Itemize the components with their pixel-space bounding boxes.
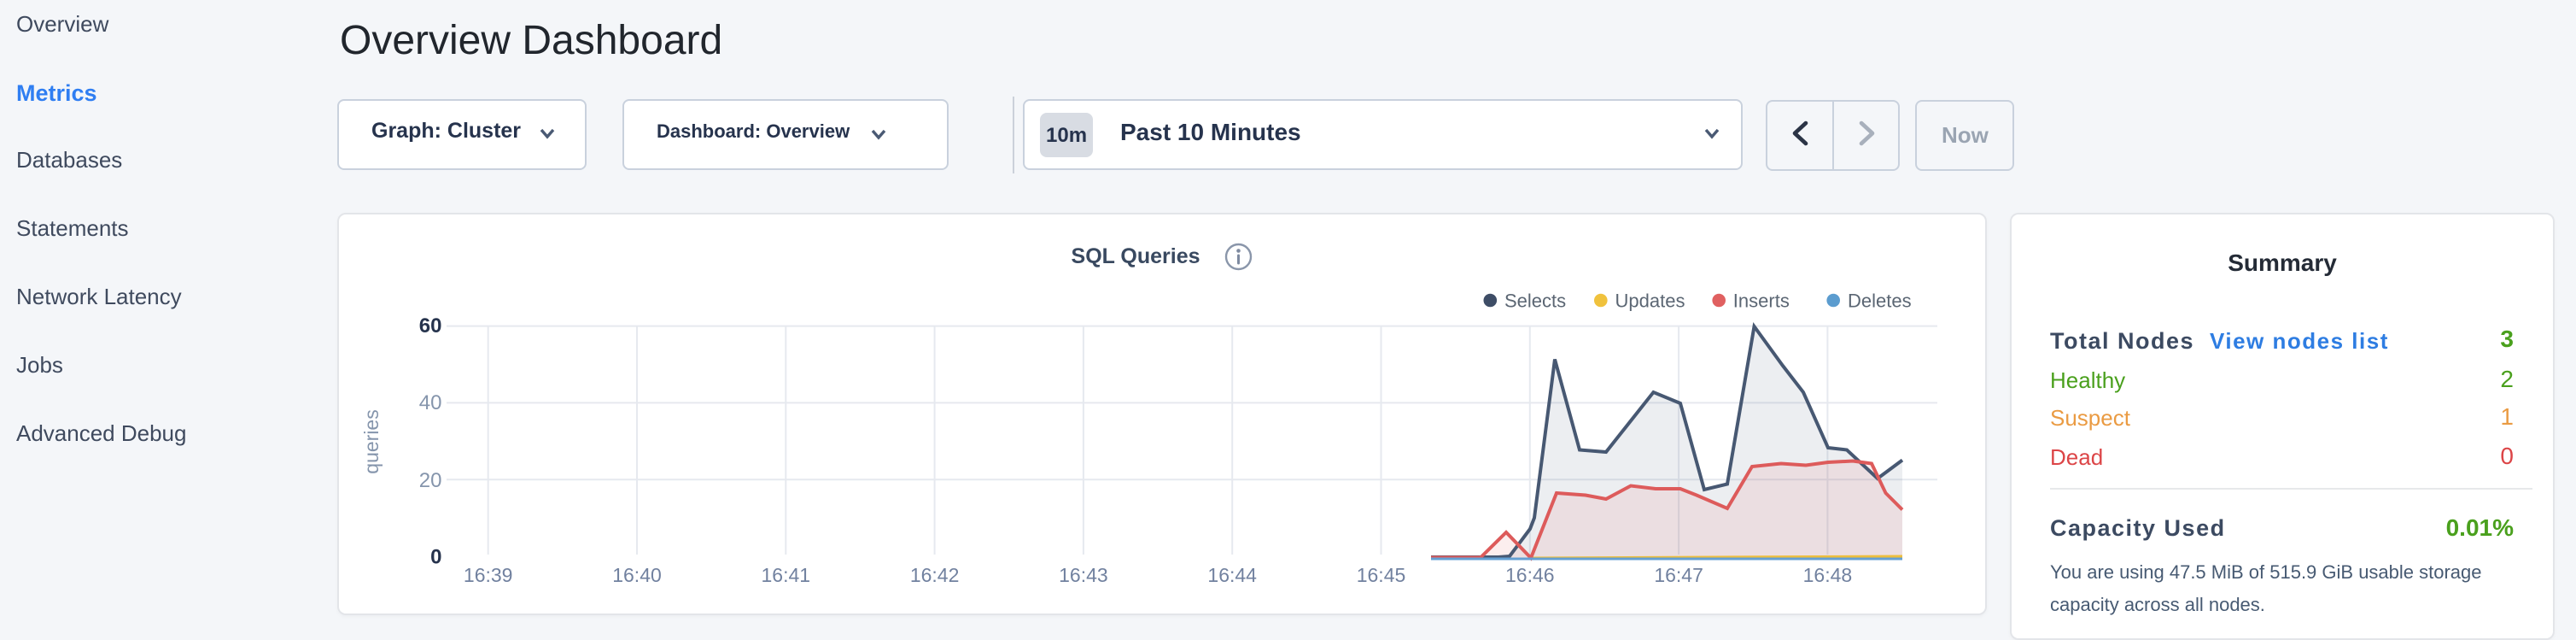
svg-text:60: 60 [419, 314, 442, 338]
svg-text:16:41: 16:41 [762, 564, 811, 586]
svg-text:16:42: 16:42 [910, 564, 960, 586]
svg-text:Updates: Updates [1615, 291, 1685, 312]
svg-text:16:47: 16:47 [1654, 564, 1703, 586]
svg-text:16:46: 16:46 [1505, 564, 1555, 586]
svg-text:16:40: 16:40 [612, 564, 662, 586]
svg-text:16:39: 16:39 [464, 564, 513, 586]
svg-text:Deletes: Deletes [1848, 291, 1912, 312]
svg-text:queries: queries [360, 409, 383, 473]
svg-text:16:43: 16:43 [1059, 564, 1108, 586]
svg-text:20: 20 [419, 469, 442, 492]
svg-text:Selects: Selects [1504, 291, 1566, 312]
svg-text:16:48: 16:48 [1803, 564, 1853, 586]
svg-text:16:45: 16:45 [1357, 564, 1406, 586]
svg-text:0: 0 [430, 546, 441, 569]
svg-text:Inserts: Inserts [1733, 291, 1790, 312]
svg-text:16:44: 16:44 [1207, 564, 1257, 586]
svg-text:40: 40 [419, 391, 442, 414]
